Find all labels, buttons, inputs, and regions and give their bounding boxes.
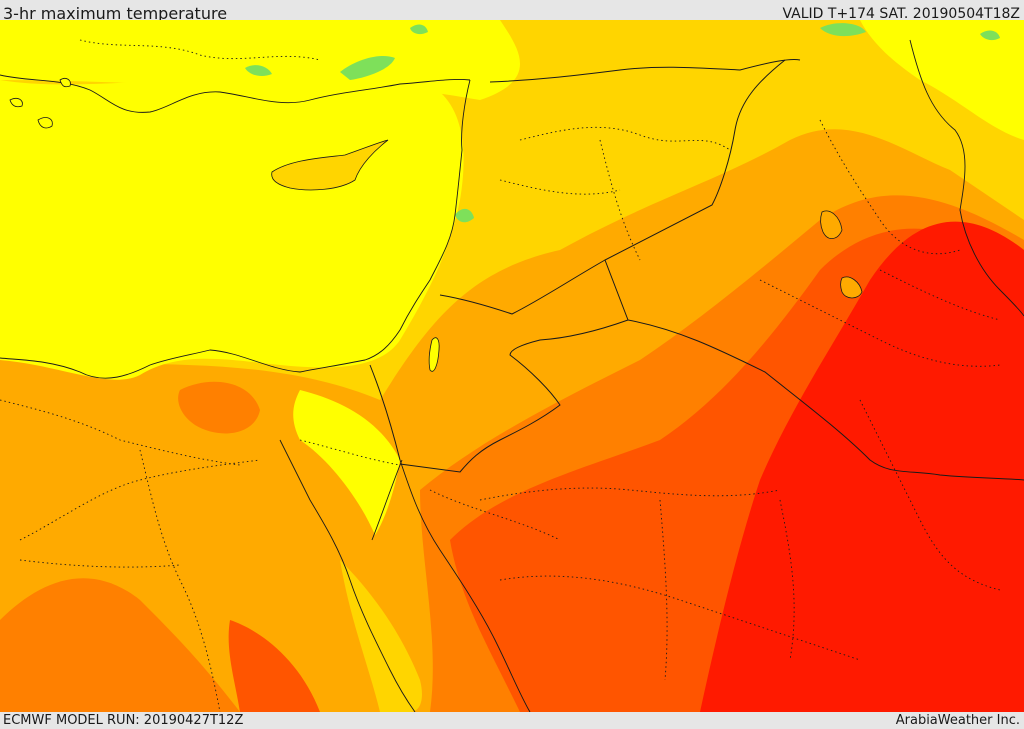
field-north-yellow [0, 20, 520, 100]
header-bar: 3-hr maximum temperature VALID T+174 SAT… [0, 0, 1024, 23]
coastline-redsea-east [399, 459, 531, 712]
coastline-turkey [0, 74, 471, 113]
map-title: 3-hr maximum temperature [3, 4, 228, 23]
aegean-islands [9, 78, 71, 129]
field-dark-orange-egypt [178, 381, 260, 434]
cyprus-island [271, 139, 389, 191]
coastline-redsea-west [279, 439, 416, 712]
border-syria-iraq [604, 59, 786, 321]
dead-sea [428, 337, 440, 372]
field-sinai-yellow [293, 390, 400, 535]
field-mediterranean [0, 74, 464, 380]
lake-2 [840, 276, 863, 299]
field-red-orange-south [228, 620, 320, 712]
border-iraq-saudi [627, 319, 1024, 481]
model-run-label: ECMWF MODEL RUN: 20190427T12Z [3, 713, 244, 728]
coastline-gulf-aqaba [371, 459, 403, 541]
field-dark-orange-west [0, 578, 240, 712]
field-green-4 [820, 23, 866, 37]
border-sinai [369, 364, 401, 461]
field-green-2 [245, 65, 272, 76]
coastline-gulf [909, 39, 1024, 317]
field-green-3 [410, 24, 428, 35]
map-canvas [0, 20, 1024, 712]
temperature-map[interactable] [0, 20, 1024, 712]
border-syria-north [489, 59, 801, 83]
valid-time: VALID T+174 SAT. 20190504T18Z [782, 6, 1020, 22]
border-jordan-syria [439, 259, 606, 315]
field-redsea-yellow [340, 560, 422, 712]
field-green-5 [980, 30, 1000, 41]
lake-1 [820, 210, 843, 239]
field-green-6 [455, 208, 474, 223]
coastline-levant [0, 79, 471, 379]
field-red [700, 221, 1024, 712]
credit-label: ArabiaWeather Inc. [895, 713, 1020, 728]
field-northeast-yellow [860, 20, 1024, 140]
field-green-1 [340, 55, 395, 80]
border-jordan-saudi [399, 319, 629, 473]
footer-bar: ECMWF MODEL RUN: 20190427T12Z ArabiaWeat… [0, 712, 1024, 729]
dotted-boundaries [0, 39, 1001, 712]
